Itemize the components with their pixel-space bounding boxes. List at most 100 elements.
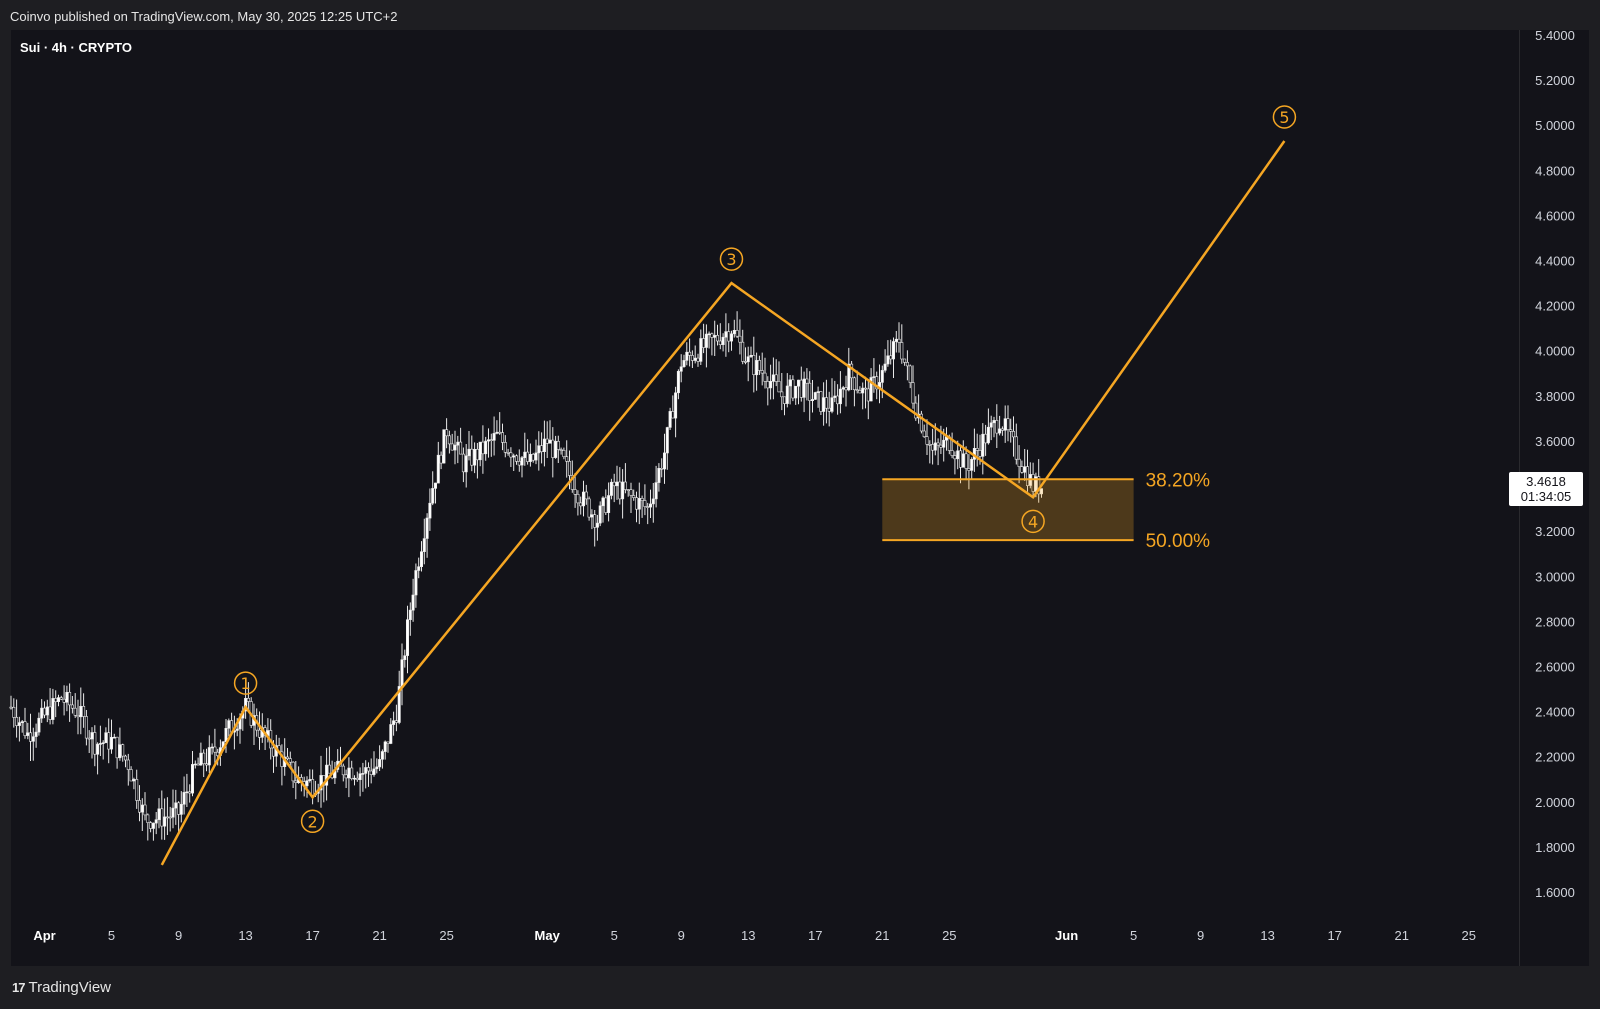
chart-area[interactable] bbox=[11, 30, 1519, 966]
candle-body bbox=[961, 453, 965, 468]
candle-body bbox=[475, 448, 479, 461]
tradingview-brand[interactable]: 17 TradingView bbox=[12, 979, 111, 996]
candle-body bbox=[31, 736, 35, 742]
candle-body bbox=[782, 396, 786, 404]
candle-body bbox=[688, 351, 692, 356]
candle-body bbox=[308, 779, 312, 782]
candle-body bbox=[1023, 466, 1027, 473]
wave-marker-circle bbox=[719, 247, 744, 271]
candle-body bbox=[90, 732, 94, 740]
time-tick-label: 25 bbox=[439, 928, 453, 943]
time-tick-label: 9 bbox=[175, 928, 182, 943]
candle-body bbox=[1020, 466, 1024, 473]
candle-body bbox=[863, 387, 867, 390]
candle-body bbox=[715, 335, 719, 342]
candle-body bbox=[827, 407, 831, 412]
candle-body bbox=[129, 769, 133, 782]
candle-body bbox=[721, 336, 725, 346]
candle-body bbox=[774, 374, 778, 382]
candle-body bbox=[73, 707, 77, 716]
candle-body bbox=[419, 551, 423, 568]
candle-body bbox=[372, 768, 376, 775]
candle-body bbox=[257, 729, 261, 738]
candle-body bbox=[978, 450, 982, 457]
tradingview-logo-icon: 17 bbox=[12, 980, 26, 995]
candle-body bbox=[12, 706, 16, 718]
candle-body bbox=[693, 357, 697, 361]
candle-body bbox=[746, 356, 750, 363]
candle-body bbox=[51, 698, 55, 720]
candle-body bbox=[65, 691, 69, 703]
candle-body bbox=[112, 736, 116, 739]
candle-body bbox=[958, 450, 962, 468]
candle-body bbox=[389, 724, 393, 744]
candle-body bbox=[925, 436, 929, 445]
candle-body bbox=[207, 747, 211, 766]
candle-body bbox=[439, 454, 443, 464]
candle-body bbox=[526, 451, 530, 462]
candle-body bbox=[802, 378, 806, 398]
candle-body bbox=[1006, 418, 1010, 431]
price-tick-label: 5.0000 bbox=[1535, 118, 1575, 133]
fib-zone bbox=[882, 479, 1134, 541]
publish-header: Coinvo published on TradingView.com, May… bbox=[0, 0, 1600, 30]
candle-body bbox=[981, 433, 985, 457]
candle-body bbox=[361, 773, 365, 775]
candle-body bbox=[45, 706, 49, 716]
candle-body bbox=[729, 333, 733, 342]
candle-body bbox=[17, 722, 21, 726]
candle-body bbox=[755, 360, 759, 376]
candle-body bbox=[668, 411, 672, 428]
candle-body bbox=[953, 455, 957, 460]
candle-body bbox=[70, 704, 74, 709]
wave-marker-label: 4 bbox=[1028, 512, 1038, 531]
candle-body bbox=[9, 706, 13, 709]
candle-body bbox=[205, 763, 209, 766]
candle-body bbox=[794, 385, 798, 399]
candle-body bbox=[824, 397, 828, 409]
candle-body bbox=[179, 803, 183, 815]
candle-body bbox=[104, 732, 108, 744]
footer-bar bbox=[0, 966, 1600, 1009]
candle-body bbox=[570, 475, 574, 490]
candle-body bbox=[936, 442, 940, 446]
candle-body bbox=[671, 411, 675, 419]
price-tick-label: 3.6000 bbox=[1535, 434, 1575, 449]
candle-body bbox=[581, 491, 585, 507]
candle-body bbox=[562, 449, 566, 457]
candle-body bbox=[601, 497, 605, 507]
candle-body bbox=[682, 360, 686, 367]
candle-body bbox=[584, 491, 588, 500]
candle-body bbox=[942, 439, 946, 448]
candle-body bbox=[84, 716, 88, 739]
candle-body bbox=[528, 453, 532, 462]
candle-body bbox=[741, 341, 745, 362]
candle-body bbox=[565, 456, 569, 462]
brand-label: TradingView bbox=[28, 979, 112, 996]
time-tick-label: 13 bbox=[1260, 928, 1274, 943]
candle-body bbox=[872, 376, 876, 378]
candle-body bbox=[900, 342, 904, 360]
candle-body bbox=[609, 481, 613, 496]
candle-body bbox=[780, 391, 784, 398]
candle-body bbox=[110, 736, 114, 750]
candle-body bbox=[459, 441, 463, 455]
candle-body bbox=[838, 388, 842, 405]
candle-body bbox=[442, 429, 446, 464]
candle-body bbox=[743, 361, 747, 363]
candle-body bbox=[118, 744, 122, 759]
price-tick-label: 4.0000 bbox=[1535, 344, 1575, 359]
price-tick-label: 3.2000 bbox=[1535, 524, 1575, 539]
candle-body bbox=[699, 338, 703, 362]
candle-body bbox=[551, 439, 555, 458]
candle-body bbox=[816, 391, 820, 393]
candle-body bbox=[545, 438, 549, 444]
candle-body bbox=[598, 505, 602, 524]
candle-body bbox=[34, 731, 38, 737]
candle-body bbox=[651, 498, 655, 505]
time-tick-label: 5 bbox=[611, 928, 618, 943]
candle-body bbox=[777, 381, 781, 393]
candle-body bbox=[48, 706, 52, 720]
candle-body bbox=[808, 382, 812, 401]
candle-body bbox=[135, 779, 139, 801]
